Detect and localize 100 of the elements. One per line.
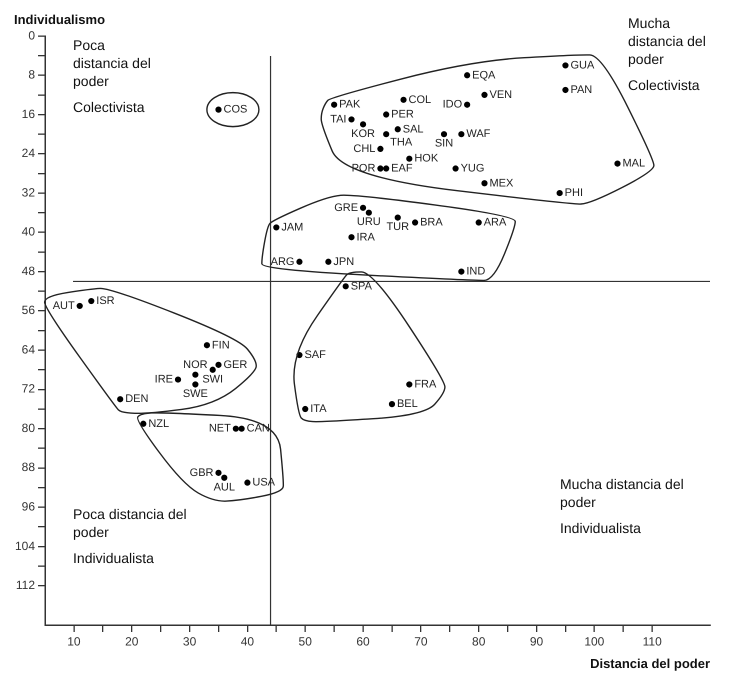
- y-tick-label: 96: [22, 500, 36, 514]
- x-tick-label: 50: [298, 634, 312, 649]
- point: [400, 96, 407, 103]
- y-tick-label: 32: [22, 185, 36, 200]
- series-label: GER: [223, 358, 248, 371]
- point: [383, 131, 390, 138]
- point: [215, 362, 222, 368]
- point: [117, 396, 124, 402]
- series-label: PAK: [339, 98, 361, 111]
- point: [342, 283, 349, 290]
- series-label: AUL: [214, 481, 235, 494]
- series-label: SIN: [434, 138, 454, 150]
- point: [464, 102, 470, 108]
- series-label: PER: [391, 108, 414, 121]
- point: [232, 426, 239, 432]
- y-tick-label: 40: [22, 224, 36, 239]
- annotation: Individualista: [73, 549, 155, 567]
- point: [215, 470, 222, 476]
- annotation: Poca distancia del poder: [73, 36, 152, 90]
- annotation: Colectivista: [73, 98, 146, 116]
- series-label: ISR: [96, 295, 115, 308]
- y-tick-label: 80: [22, 420, 36, 435]
- point: [325, 258, 332, 265]
- series-label: MEX: [489, 177, 514, 190]
- y-tick-label: 0: [28, 28, 36, 42]
- point: [383, 165, 390, 172]
- series-label: NOR: [183, 359, 208, 372]
- point: [174, 376, 182, 383]
- point: [406, 381, 412, 388]
- point: [481, 92, 488, 98]
- series-label: GBR: [190, 466, 214, 479]
- point: [244, 480, 251, 486]
- series-label: IDO: [442, 98, 463, 111]
- point: [562, 62, 569, 69]
- point: [331, 102, 338, 108]
- series-label: JAM: [281, 221, 304, 234]
- annotation: Colectivista: [628, 76, 701, 94]
- point: [76, 302, 83, 310]
- point: [377, 165, 384, 172]
- x-tick-label: 100: [584, 634, 605, 649]
- series-label: EAF: [391, 162, 413, 175]
- x-tick-label: 10: [67, 634, 81, 649]
- x-tick-label: 110: [642, 634, 662, 649]
- point: [440, 131, 448, 138]
- point: [388, 401, 396, 408]
- point: [360, 121, 366, 128]
- series-label: SWI: [202, 373, 224, 386]
- y-axis-title: Individualismo: [14, 12, 106, 27]
- series-label: IRE: [154, 374, 174, 386]
- series-label: PAN: [570, 84, 592, 96]
- point: [360, 204, 366, 211]
- series-label: ARA: [484, 216, 507, 229]
- annotation: Poca distancia del poder: [73, 505, 188, 541]
- point: [215, 106, 222, 113]
- series-label: NET: [208, 422, 232, 435]
- point: [394, 214, 401, 221]
- y-tick-label: 72: [22, 382, 36, 396]
- series-label: POR: [352, 162, 376, 175]
- x-tick-label: 30: [182, 634, 197, 649]
- series-label: PHI: [564, 187, 583, 200]
- x-tick-label: 80: [472, 634, 486, 649]
- y-tick-label: 16: [22, 106, 36, 121]
- point: [614, 160, 621, 167]
- series-label: URU: [356, 216, 381, 228]
- series-label: KOR: [351, 128, 376, 140]
- series-label: YUG: [460, 162, 484, 175]
- point: [406, 156, 412, 162]
- series-label: GUA: [570, 59, 595, 72]
- point: [348, 234, 355, 240]
- series-label: HOK: [414, 152, 439, 165]
- x-tick-label: 90: [530, 634, 544, 649]
- point: [221, 474, 228, 481]
- series-label: SAL: [402, 123, 424, 136]
- point: [476, 219, 482, 226]
- point: [273, 224, 280, 231]
- series-label: SPA: [350, 280, 373, 292]
- y-tick-label: 56: [22, 303, 36, 318]
- point: [366, 210, 372, 216]
- series-label: BEL: [396, 398, 418, 410]
- series-label: IND: [466, 266, 486, 278]
- point: [88, 298, 94, 304]
- point: [452, 165, 459, 172]
- series-label: CHL: [353, 142, 376, 155]
- series-label: TUR: [386, 221, 410, 234]
- series-label: WAF: [466, 128, 491, 140]
- series-label: FIN: [212, 339, 230, 352]
- x-tick-label: 60: [356, 634, 370, 649]
- series-label: COS: [223, 104, 248, 116]
- series-label: JPN: [333, 256, 354, 268]
- series-label: COL: [408, 94, 432, 106]
- series-label: THA: [390, 136, 413, 149]
- point: [458, 131, 464, 138]
- point: [377, 146, 384, 152]
- annotation: Mucha distancia del poder: [560, 475, 685, 511]
- point: [192, 381, 198, 388]
- series-label: TAI: [330, 113, 346, 126]
- point: [296, 258, 303, 265]
- point: [394, 126, 401, 132]
- series-label: GRE: [334, 202, 358, 214]
- series-label: NZL: [148, 418, 170, 430]
